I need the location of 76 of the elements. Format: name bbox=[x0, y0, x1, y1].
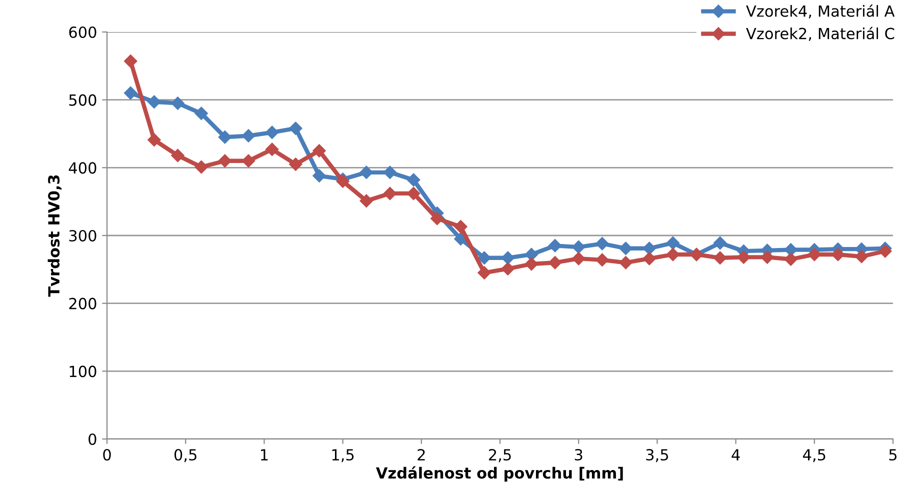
x-tick-label: 4 bbox=[732, 449, 740, 460]
point bbox=[194, 160, 208, 174]
point bbox=[642, 242, 656, 255]
point bbox=[854, 250, 868, 264]
point bbox=[406, 186, 420, 200]
x-tick-label: 0,5 bbox=[174, 448, 196, 462]
y-axis-title: Tvrdost HV0,3 bbox=[48, 175, 62, 297]
x-tick-label: 3,5 bbox=[646, 448, 668, 462]
x-tick-label: 5 bbox=[889, 449, 897, 461]
point bbox=[596, 253, 609, 267]
y-tick-label: 100 bbox=[70, 366, 96, 378]
point bbox=[124, 54, 138, 68]
point bbox=[784, 252, 798, 266]
x-tick-label: 2 bbox=[418, 448, 425, 460]
point bbox=[784, 243, 798, 256]
point bbox=[713, 236, 727, 250]
y-tick-label: 200 bbox=[69, 298, 96, 310]
point bbox=[194, 106, 208, 120]
point bbox=[383, 186, 397, 200]
point bbox=[289, 158, 302, 171]
point bbox=[454, 220, 468, 234]
point bbox=[171, 148, 184, 162]
point bbox=[478, 251, 491, 264]
point bbox=[360, 194, 373, 208]
point bbox=[383, 166, 397, 180]
y-tick-label: 300 bbox=[69, 230, 96, 242]
x-tick-label: 0 bbox=[103, 448, 111, 461]
point bbox=[218, 130, 232, 144]
point bbox=[501, 262, 514, 276]
y-tick-label: 600 bbox=[69, 26, 96, 38]
y-tick-label: 500 bbox=[69, 94, 96, 106]
point bbox=[666, 236, 680, 250]
point bbox=[406, 173, 420, 186]
point bbox=[148, 133, 161, 146]
x-tick-label: 3 bbox=[574, 448, 582, 461]
y-tick-label: 400 bbox=[68, 162, 96, 174]
point bbox=[713, 251, 727, 264]
point bbox=[312, 169, 326, 182]
point bbox=[478, 266, 491, 280]
point bbox=[360, 166, 373, 180]
point bbox=[572, 252, 586, 266]
point bbox=[642, 252, 656, 266]
point bbox=[242, 129, 256, 142]
x-tick-label: 4,5 bbox=[803, 449, 826, 462]
point bbox=[619, 256, 632, 270]
point bbox=[289, 122, 302, 135]
point bbox=[737, 250, 750, 264]
point bbox=[760, 250, 774, 264]
point bbox=[619, 242, 632, 255]
point bbox=[242, 154, 256, 168]
point bbox=[430, 212, 444, 226]
x-axis-title: Vzdálenost od povrchu [mm] bbox=[376, 466, 623, 482]
point bbox=[148, 95, 161, 108]
point bbox=[831, 248, 845, 262]
x-tick-label: 1,5 bbox=[332, 449, 354, 462]
point bbox=[596, 237, 609, 250]
point bbox=[878, 244, 892, 258]
point bbox=[501, 251, 514, 264]
legend-label: Vzorek2, Materiál C bbox=[746, 26, 894, 41]
x-tick-label: 1 bbox=[261, 449, 268, 460]
point bbox=[572, 240, 586, 254]
point bbox=[124, 86, 138, 100]
y-tick-label: 0 bbox=[88, 433, 96, 446]
point bbox=[265, 126, 279, 139]
point bbox=[666, 248, 680, 262]
point bbox=[808, 248, 821, 262]
point bbox=[548, 256, 562, 270]
point bbox=[265, 142, 279, 156]
legend-label: Vzorek4, Materiál A bbox=[746, 4, 895, 18]
point bbox=[218, 154, 232, 168]
point bbox=[312, 144, 326, 158]
point bbox=[171, 96, 184, 110]
point bbox=[524, 248, 538, 262]
x-tick-label: 2,5 bbox=[488, 448, 511, 462]
point bbox=[548, 239, 562, 252]
point bbox=[524, 257, 538, 271]
